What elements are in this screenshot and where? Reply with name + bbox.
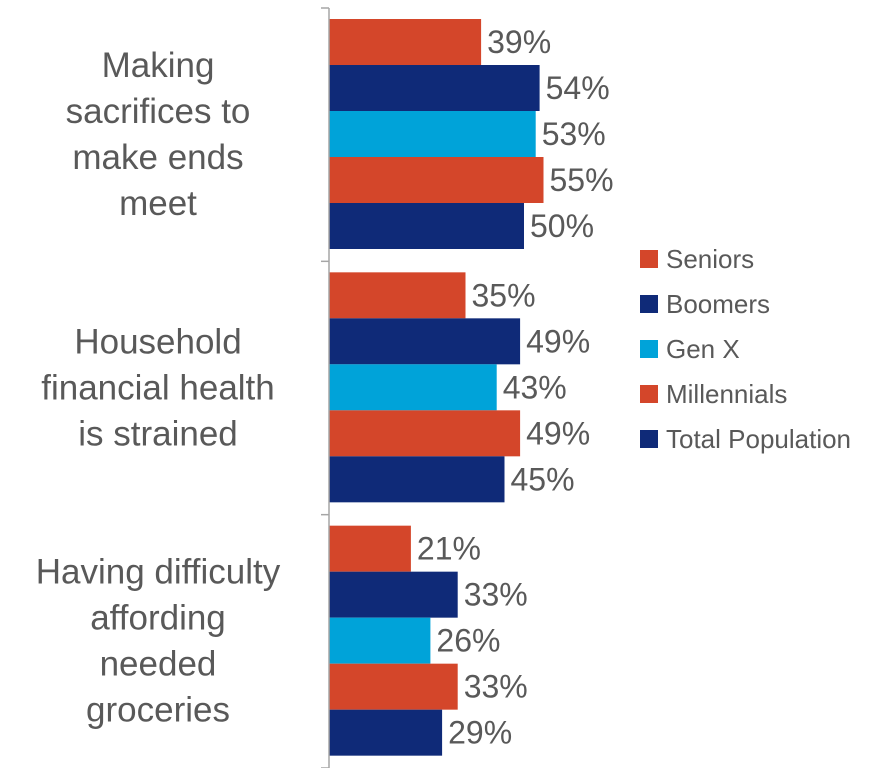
bar-gen-x-cat1 [329, 364, 497, 411]
data-label: 50% [530, 208, 594, 244]
legend-swatch-gen-x [640, 340, 658, 358]
data-label: 33% [464, 669, 528, 705]
bar-boomers-cat1 [329, 318, 521, 365]
legend-label: Millennials [666, 379, 787, 409]
data-label: 54% [546, 70, 610, 106]
category-axis [321, 7, 330, 768]
bar-millennials-cat0 [329, 157, 544, 203]
legend-label: Boomers [666, 289, 770, 319]
legend-label: Gen X [666, 334, 740, 364]
bar-seniors-cat0 [329, 19, 482, 65]
data-labels: 39% 54% 53% 55% 50% 35% 49% 43% 49% 45% 21% 33% 26% 3… [417, 24, 614, 751]
bar-gen-x-cat0 [329, 111, 536, 157]
category-label: Making sacrifices to make ends meet [66, 46, 251, 223]
data-label: 43% [503, 369, 567, 405]
data-label: 49% [526, 323, 590, 359]
data-label: 21% [417, 531, 481, 567]
data-label: 53% [542, 116, 606, 152]
data-label: 29% [448, 715, 512, 751]
bar-millennials-cat1 [329, 410, 521, 457]
bar-seniors-cat2 [329, 525, 411, 572]
data-label: 39% [487, 24, 551, 60]
legend-swatch-boomers [640, 295, 658, 313]
bar-total-population-cat0 [329, 203, 524, 249]
bar-boomers-cat0 [329, 65, 540, 111]
data-label: 55% [550, 162, 614, 198]
legend-label: Total Population [666, 424, 851, 454]
bar-gen-x-cat2 [329, 617, 431, 664]
bar-millennials-cat2 [329, 663, 458, 710]
bar-total-population-cat1 [329, 456, 505, 503]
data-label: 33% [464, 577, 528, 613]
data-label: 45% [511, 461, 575, 497]
category-label: Having difficulty affording needed grocerie… [36, 553, 281, 730]
data-label: 49% [526, 415, 590, 451]
category-label: Household financial health is strained [41, 322, 275, 453]
data-label: 26% [436, 623, 500, 659]
legend-swatch-millennials [640, 385, 658, 403]
bar-total-population-cat2 [329, 709, 443, 756]
bar-boomers-cat2 [329, 571, 458, 618]
bar-seniors-cat1 [329, 272, 466, 319]
legend-label: Seniors [666, 244, 754, 274]
category-labels: Making sacrifices to make ends meet Househol… [36, 46, 281, 730]
bars-group [329, 19, 544, 756]
legend-swatch-seniors [640, 250, 658, 268]
data-label: 35% [472, 277, 536, 313]
legend-swatch-total-population [640, 430, 658, 448]
legend: Seniors Boomers Gen X Millennials Total Popu… [640, 244, 851, 454]
